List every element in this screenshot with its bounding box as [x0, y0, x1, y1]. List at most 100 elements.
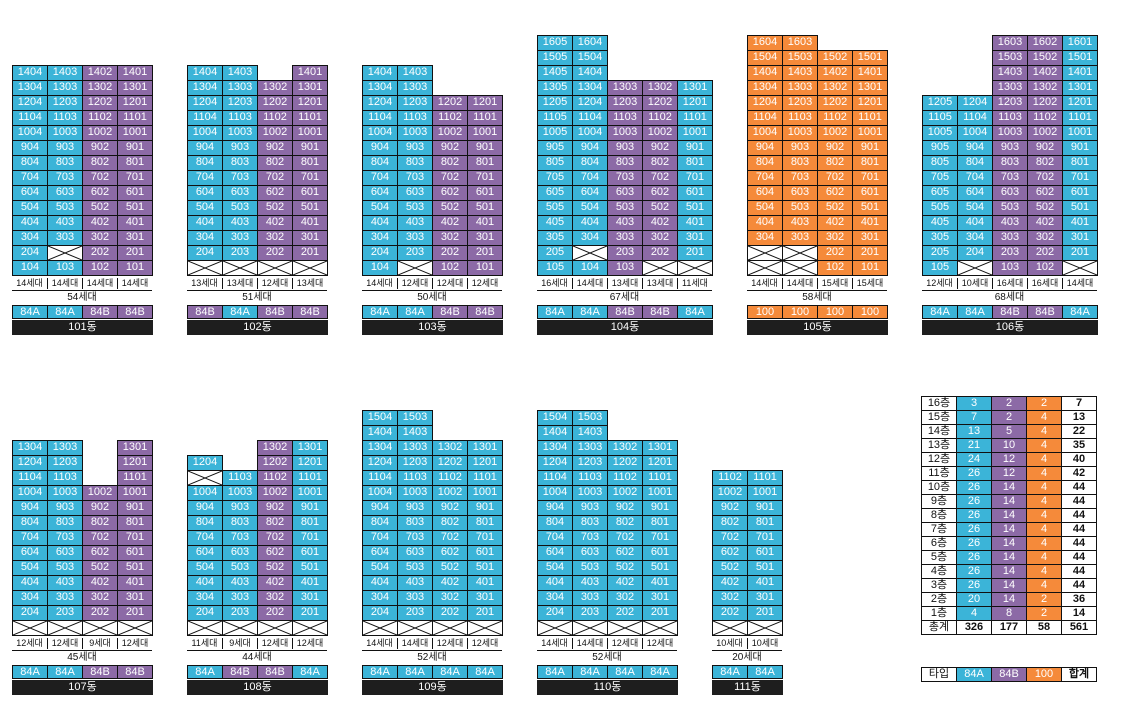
unit-cell: 801 — [117, 155, 153, 171]
summary-cell: 561 — [1061, 620, 1097, 635]
summary-cell: 14 — [991, 550, 1027, 565]
unit-cell: 605 — [537, 185, 573, 201]
unit-cell: 601 — [117, 545, 153, 561]
unit-count-label: 13세대 — [607, 278, 642, 289]
unit-cell: 1202 — [607, 455, 643, 471]
unit-cell: 303 — [782, 230, 818, 246]
unit-cell: 1203 — [222, 95, 258, 111]
unit-cell: 503 — [607, 200, 643, 216]
unit-cell: 803 — [397, 155, 433, 171]
unit-cell: 902 — [817, 140, 853, 156]
unit-count-label: 11세대 — [191, 638, 218, 648]
unit-cell: 701 — [467, 530, 503, 546]
unit-cell: 803 — [607, 155, 643, 171]
unit-cell: 402 — [432, 575, 468, 591]
unit-cell: 1004 — [747, 125, 783, 141]
unit-cell: 702 — [257, 170, 293, 186]
unit-cell: 502 — [432, 560, 468, 576]
unit-cell: 701 — [677, 170, 713, 186]
unit-cell: 302 — [642, 230, 678, 246]
unit-cell: 1201 — [642, 455, 678, 471]
unit-cell: 101 — [467, 260, 503, 276]
unit-count-label: 15세대 — [852, 278, 887, 289]
unit-cell: 401 — [852, 215, 888, 231]
unit-cell: 603 — [47, 545, 83, 561]
unit-cell: 1604 — [747, 35, 783, 51]
unit-cell: 301 — [292, 590, 328, 606]
unit-cell: 1303 — [782, 80, 818, 96]
unit-cell: 1103 — [782, 110, 818, 126]
summary-cell: 26 — [956, 550, 992, 565]
unit-cell: 304 — [187, 590, 223, 606]
unit-cell: 902 — [257, 500, 293, 516]
summary-cell: 총계 — [921, 620, 957, 635]
unit-cell: 701 — [1062, 170, 1098, 186]
summary-cell: 3 — [956, 396, 992, 411]
unit-cell: 1104 — [362, 110, 398, 126]
unit-cell: 603 — [992, 185, 1028, 201]
unit-type-label: 84A — [467, 665, 503, 679]
unit-cell: 1201 — [467, 455, 503, 471]
unit-cell: 403 — [222, 215, 258, 231]
unit-cell: 904 — [747, 140, 783, 156]
unit-cell: 202 — [817, 245, 853, 261]
unit-cell: 302 — [1027, 230, 1063, 246]
unit-cell: 1102 — [82, 110, 118, 126]
unit-cell: 203 — [397, 245, 433, 261]
summary-floor-row: 7층 26 14 4 44 — [921, 522, 1097, 537]
unit-cell: 203 — [222, 245, 258, 261]
unit-cell: 1105 — [922, 110, 958, 126]
count-divider — [362, 650, 502, 651]
unit-cell: 303 — [607, 230, 643, 246]
unit-cell: 702 — [82, 170, 118, 186]
unit-cell: 1503 — [397, 410, 433, 426]
unit-type-label: 84B — [642, 305, 678, 319]
unit-cell: 704 — [572, 170, 608, 186]
unit-cell: 202 — [82, 245, 118, 261]
unit-cell: 303 — [992, 230, 1028, 246]
unit-cell: 903 — [47, 500, 83, 516]
unit-cell: 403 — [222, 575, 258, 591]
empty-unit-cell — [187, 260, 223, 276]
unit-cell: 1001 — [292, 485, 328, 501]
unit-cell: 404 — [187, 215, 223, 231]
unit-cell: 603 — [222, 185, 258, 201]
count-divider — [712, 650, 782, 651]
unit-count-label: 12세대 — [467, 638, 502, 649]
unit-cell: 604 — [572, 185, 608, 201]
unit-cell: 1502 — [1027, 50, 1063, 66]
summary-cell: 10 — [991, 438, 1027, 453]
building-name-label: 102동 — [187, 320, 328, 335]
unit-cell: 301 — [1062, 230, 1098, 246]
unit-cell: 501 — [292, 560, 328, 576]
unit-cell: 403 — [782, 215, 818, 231]
summary-cell: 13 — [956, 424, 992, 439]
unit-cell: 601 — [292, 185, 328, 201]
unit-cell: 1101 — [467, 110, 503, 126]
summary-floor-row: 15층 7 2 4 13 — [921, 410, 1097, 425]
unit-cell: 402 — [257, 575, 293, 591]
unit-cell: 805 — [922, 155, 958, 171]
summary-floor-row: 8층 26 14 4 44 — [921, 508, 1097, 523]
unit-cell: 204 — [12, 605, 48, 621]
unit-count-label: 12세대 — [47, 638, 82, 649]
summary-cell: 26 — [956, 466, 992, 481]
summary-floor-row: 9층 26 14 4 44 — [921, 494, 1097, 509]
summary-cell: 4 — [1026, 480, 1062, 495]
unit-cell: 304 — [362, 590, 398, 606]
unit-cell: 302 — [82, 230, 118, 246]
unit-cell: 1101 — [467, 470, 503, 486]
building-total-label: 58세대 — [802, 292, 832, 303]
summary-cell: 42 — [1061, 466, 1097, 481]
unit-cell: 802 — [257, 515, 293, 531]
unit-cell: 401 — [1062, 215, 1098, 231]
unit-count-label: 14세대 — [782, 278, 817, 289]
unit-cell: 201 — [292, 245, 328, 261]
unit-cell: 504 — [572, 200, 608, 216]
unit-cell: 404 — [957, 215, 993, 231]
empty-unit-cell — [747, 245, 783, 261]
unit-cell: 1101 — [117, 110, 153, 126]
unit-cell: 404 — [362, 215, 398, 231]
unit-cell: 702 — [642, 170, 678, 186]
unit-count-label: 14세대 — [397, 638, 432, 649]
